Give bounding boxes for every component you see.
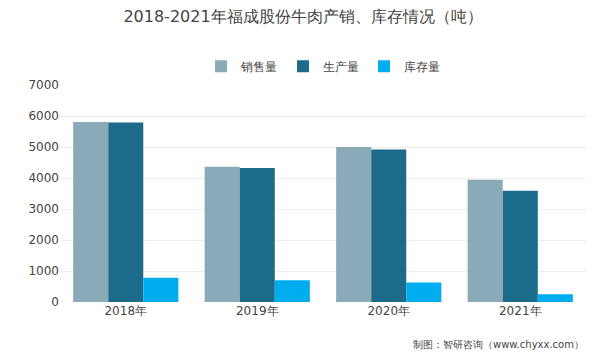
svg-text:2020年: 2020年 <box>367 304 410 318</box>
svg-text:2021年: 2021年 <box>499 304 542 318</box>
svg-text:0: 0 <box>51 295 59 309</box>
svg-text:3000: 3000 <box>28 202 59 216</box>
svg-text:2000: 2000 <box>28 233 59 247</box>
svg-text:2018-2021年福成股份牛肉产销、库存情况（吨）: 2018-2021年福成股份牛肉产销、库存情况（吨） <box>123 7 482 26</box>
svg-text:生产量: 生产量 <box>323 60 359 74</box>
svg-text:7000: 7000 <box>28 78 59 92</box>
svg-text:2018年: 2018年 <box>104 304 147 318</box>
svg-text:库存量: 库存量 <box>404 60 440 74</box>
svg-text:6000: 6000 <box>28 109 59 123</box>
svg-text:2019年: 2019年 <box>236 304 279 318</box>
svg-text:4000: 4000 <box>28 171 59 185</box>
svg-text:5000: 5000 <box>28 140 59 154</box>
svg-text:制图：智研咨询（www.chyxx.com）: 制图：智研咨询（www.chyxx.com） <box>413 339 584 350</box>
svg-text:1000: 1000 <box>28 264 59 278</box>
svg-text:销售量: 销售量 <box>240 60 277 74</box>
